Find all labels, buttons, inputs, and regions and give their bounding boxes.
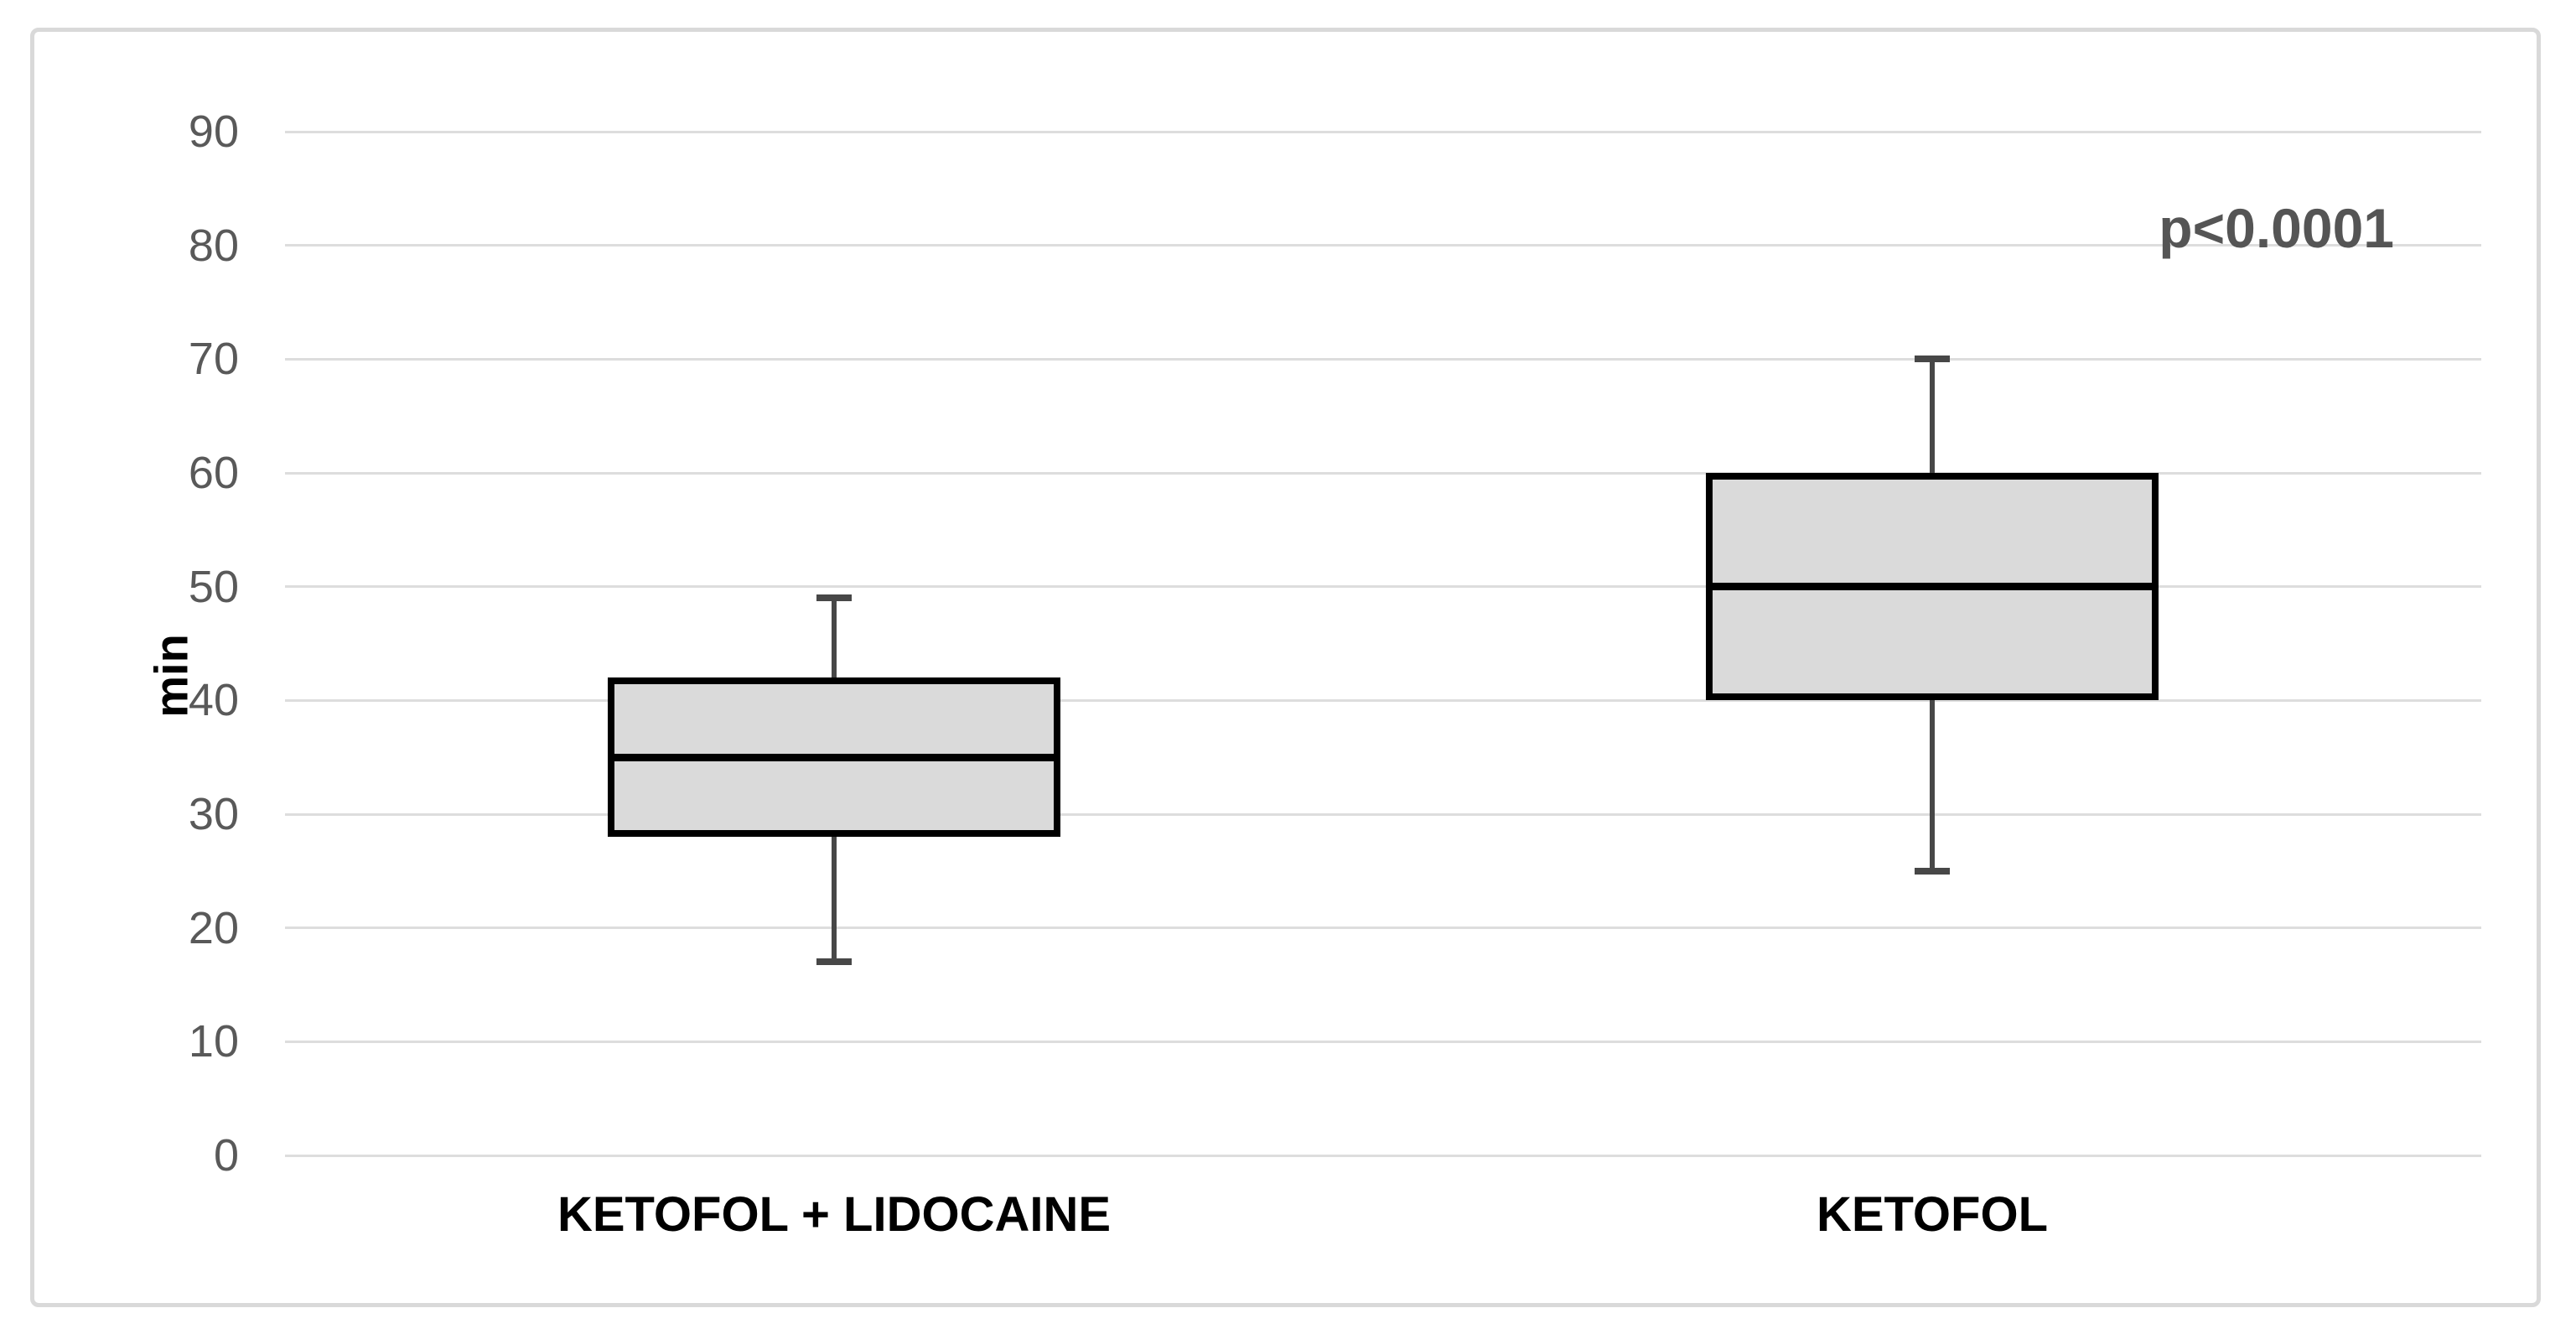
gridline-y-60: [285, 471, 2481, 475]
y-tick-label-20: 20: [188, 902, 239, 953]
lower-whisker-line: [832, 837, 837, 963]
gridline-y-50: [285, 585, 2481, 589]
gridline-y-40: [285, 698, 2481, 702]
y-tick-label-90: 90: [188, 106, 239, 157]
gridline-y-0: [285, 1154, 2481, 1157]
gridline-y-90: [285, 130, 2481, 133]
y-tick-label-30: 30: [188, 789, 239, 839]
lower-whisker-line: [1930, 700, 1935, 871]
y-tick-label-10: 10: [188, 1016, 239, 1067]
lower-whisker-cap: [1915, 867, 1950, 875]
lower-whisker-cap: [816, 958, 852, 966]
y-tick-label-50: 50: [188, 561, 239, 612]
gridline-y-80: [285, 244, 2481, 247]
upper-whisker-line: [832, 598, 837, 678]
median-line: [1706, 583, 2159, 591]
category-label-ketofol: KETOFOL: [1816, 1187, 2049, 1242]
y-tick-label-0: 0: [213, 1130, 239, 1181]
gridline-y-20: [285, 927, 2481, 930]
gridline-y-30: [285, 812, 2481, 816]
upper-whisker-cap: [816, 594, 852, 602]
y-tick-label-80: 80: [188, 220, 239, 271]
y-tick-label-40: 40: [188, 675, 239, 726]
y-axis-title: min: [144, 634, 198, 718]
y-tick-label-70: 70: [188, 334, 239, 385]
upper-whisker-cap: [1915, 356, 1950, 363]
gridline-y-10: [285, 1040, 2481, 1043]
chart-frame: 0 10 20 30 40 50 60 70 80 90 min KETOFOL + LIDOCA…: [30, 28, 2541, 1307]
y-tick-label-60: 60: [188, 448, 239, 498]
median-line: [608, 753, 1060, 761]
upper-whisker-line: [1930, 359, 1935, 473]
category-label-ketofol-lidocaine: KETOFOL + LIDOCAINE: [557, 1187, 1112, 1242]
p-value-annotation: p<0.0001: [2159, 197, 2394, 259]
gridline-y-70: [285, 357, 2481, 361]
